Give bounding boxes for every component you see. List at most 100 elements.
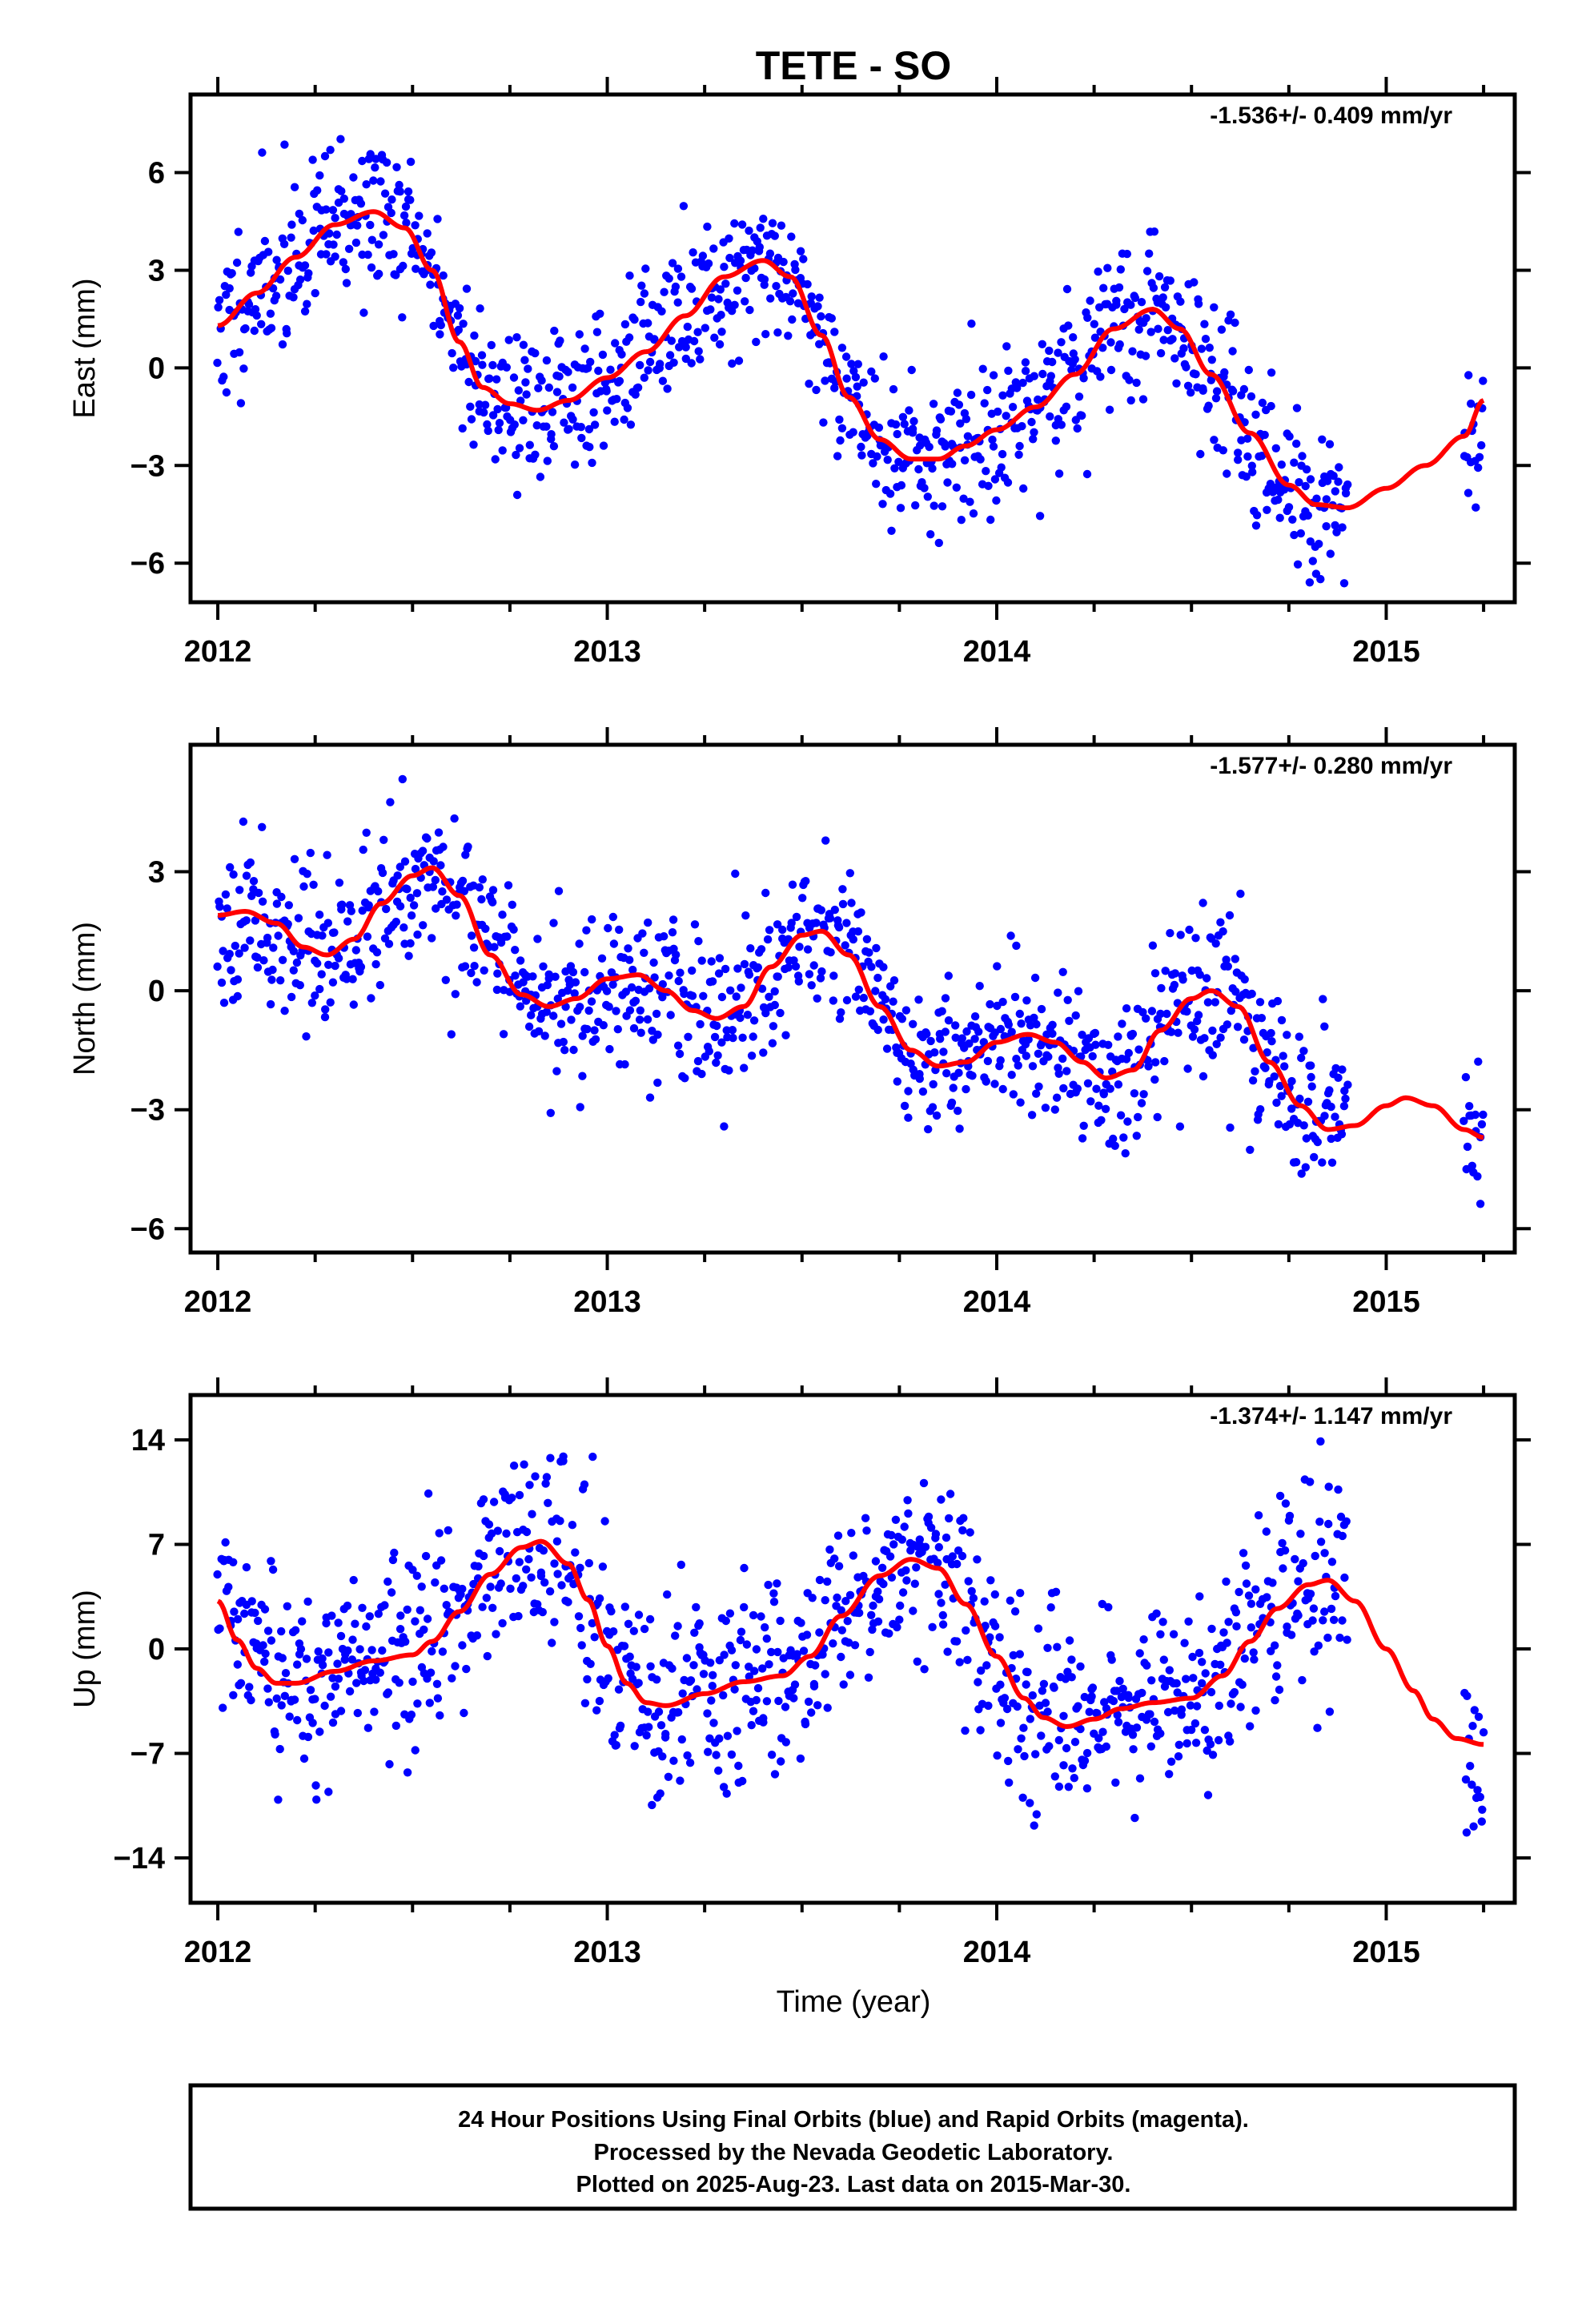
- up-point: [496, 1579, 505, 1588]
- up-point: [704, 1747, 713, 1756]
- east-point: [1325, 440, 1335, 448]
- up-point: [486, 1582, 495, 1591]
- east-point: [367, 235, 376, 244]
- east-point: [1285, 432, 1294, 441]
- north-point: [1295, 1094, 1304, 1104]
- north-point: [1012, 1055, 1021, 1063]
- up-point: [423, 1614, 432, 1623]
- east-point: [1112, 300, 1121, 309]
- north-point: [986, 999, 994, 1009]
- up-point: [355, 1645, 364, 1654]
- east-point: [956, 419, 965, 428]
- east-point: [640, 289, 649, 298]
- north-point: [636, 1006, 644, 1015]
- north-point: [726, 986, 735, 995]
- east-point: [1248, 468, 1257, 476]
- north-point: [795, 943, 804, 951]
- east-point: [476, 304, 484, 313]
- up-point: [769, 1589, 778, 1598]
- north-point: [447, 1030, 456, 1039]
- up-point: [271, 1730, 279, 1739]
- north-point: [835, 1015, 845, 1023]
- east-point: [1030, 372, 1039, 380]
- north-point: [1027, 1111, 1037, 1120]
- north-point: [1188, 1032, 1198, 1041]
- north-point: [713, 1051, 722, 1060]
- east-point: [1103, 263, 1112, 272]
- east-point: [247, 268, 255, 277]
- up-point: [683, 1751, 692, 1760]
- up-point: [1280, 1546, 1290, 1555]
- north-point: [825, 914, 835, 923]
- north-point: [1270, 1072, 1279, 1081]
- north-point: [320, 1012, 330, 1022]
- north-point: [1287, 1076, 1296, 1086]
- up-point: [396, 1611, 405, 1620]
- east-point: [1018, 422, 1026, 431]
- east-point: [1038, 369, 1047, 379]
- up-point: [1285, 1511, 1295, 1521]
- up-point: [254, 1616, 263, 1626]
- up-point: [910, 1579, 920, 1588]
- up-point: [889, 1540, 898, 1549]
- north-point: [1223, 962, 1233, 971]
- east-point: [1331, 521, 1339, 530]
- north-point: [1157, 983, 1166, 993]
- up-point: [365, 1612, 374, 1621]
- east-point: [300, 261, 310, 270]
- east-point: [1176, 297, 1185, 306]
- east-point: [1228, 347, 1237, 356]
- east-point: [512, 450, 520, 460]
- east-point: [1207, 356, 1217, 364]
- north-point: [765, 992, 773, 1002]
- up-point: [676, 1776, 685, 1785]
- east-point: [885, 489, 895, 498]
- up-point: [708, 1682, 717, 1691]
- east-point: [893, 429, 901, 439]
- east-point: [287, 220, 296, 229]
- up-point: [1311, 1551, 1319, 1561]
- east-point: [599, 441, 608, 450]
- up-point: [1291, 1554, 1299, 1564]
- up-point: [1463, 1691, 1472, 1700]
- north-point: [768, 1039, 777, 1047]
- east-point: [325, 229, 334, 238]
- east-point: [1228, 387, 1238, 396]
- up-point: [299, 1754, 309, 1763]
- east-point: [1190, 278, 1199, 287]
- up-point: [1273, 1661, 1282, 1670]
- footer-line-3: Plotted on 2025-Aug-23. Last data on 201…: [576, 2172, 1131, 2197]
- east-point: [339, 194, 348, 203]
- east-point: [480, 400, 490, 409]
- north-point: [635, 1015, 644, 1024]
- up-point: [1053, 1642, 1062, 1651]
- north-point: [561, 967, 570, 976]
- east-point: [932, 426, 942, 435]
- up-point: [383, 1577, 392, 1586]
- east-point: [542, 356, 552, 365]
- up-point: [512, 1574, 520, 1583]
- up-point: [293, 1715, 302, 1725]
- east-point: [1338, 523, 1347, 532]
- north-point: [467, 931, 476, 940]
- up-point: [230, 1607, 239, 1616]
- north-point: [1160, 1056, 1169, 1066]
- north-point: [1041, 1104, 1050, 1112]
- east-point: [531, 348, 540, 358]
- north-point: [1279, 1051, 1287, 1060]
- north-point: [1142, 1014, 1150, 1023]
- east-x-tick-label: 2015: [1352, 635, 1420, 669]
- north-point: [442, 895, 452, 904]
- east-point: [283, 329, 291, 338]
- north-point: [342, 975, 351, 983]
- up-point: [891, 1515, 901, 1525]
- north-point: [1203, 974, 1211, 983]
- up-point: [709, 1671, 717, 1679]
- east-point: [752, 337, 761, 347]
- north-point: [715, 954, 725, 963]
- east-point: [772, 282, 781, 291]
- north-point: [803, 945, 813, 954]
- east-point: [857, 451, 866, 460]
- north-point: [527, 1011, 536, 1019]
- up-point: [1335, 1633, 1344, 1642]
